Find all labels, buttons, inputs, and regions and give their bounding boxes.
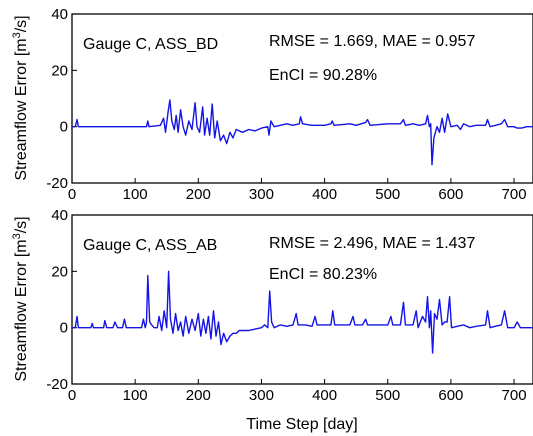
x-tick-label: 700 xyxy=(502,387,527,404)
x-tick-label: 300 xyxy=(249,186,274,203)
x-tick-label: 0 xyxy=(68,186,76,203)
metrics-label: RMSE = 1.669, MAE = 0.957 xyxy=(269,33,475,50)
gauge-label: Gauge C, ASS_BD xyxy=(83,36,218,53)
x-tick-label: 600 xyxy=(438,186,463,203)
encl-label: EnCI = 80.23% xyxy=(269,266,377,283)
series-line xyxy=(72,99,533,166)
x-tick-label: 200 xyxy=(186,387,211,404)
y-axis-label-top: Streamflow Error [m3/s] xyxy=(11,15,30,180)
y-tick-label: 20 xyxy=(51,263,68,280)
x-tick-label: 500 xyxy=(375,387,400,404)
x-tick-label: 100 xyxy=(123,186,148,203)
x-tick-label: 400 xyxy=(312,387,337,404)
x-tick-label: 500 xyxy=(375,186,400,203)
panel-top: Gauge C, ASS_BD RMSE = 1.669, MAE = 0.95… xyxy=(46,6,533,203)
encl-label: EnCI = 90.28% xyxy=(269,67,377,84)
x-tick-label: 600 xyxy=(438,387,463,404)
x-tick-label: 100 xyxy=(123,387,148,404)
x-tick-label: 300 xyxy=(249,387,274,404)
y-tick-label: 20 xyxy=(51,62,68,79)
panel-bottom: Gauge C, ASS_AB RMSE = 2.496, MAE = 1.43… xyxy=(46,207,533,404)
x-axis-label: Time Step [day] xyxy=(246,416,357,433)
metrics-label: RMSE = 2.496, MAE = 1.437 xyxy=(269,235,475,252)
x-tick-label: 400 xyxy=(312,186,337,203)
plot-frame xyxy=(71,13,533,184)
x-tick-label: 200 xyxy=(186,186,211,203)
series-line xyxy=(72,270,533,354)
gauge-label: Gauge C, ASS_AB xyxy=(83,237,217,254)
y-tick-label: -20 xyxy=(46,376,68,393)
x-tick-label: 0 xyxy=(68,387,76,404)
x-tick-label: 700 xyxy=(502,186,527,203)
y-tick-label: 0 xyxy=(60,119,68,136)
y-tick-label: 0 xyxy=(60,320,68,337)
plot-frame xyxy=(71,214,533,385)
y-axis-label-bottom: Streamflow Error [m3/s] xyxy=(11,216,30,381)
y-tick-label: 40 xyxy=(51,207,68,224)
y-tick-label: -20 xyxy=(46,175,68,192)
y-tick-label: 40 xyxy=(51,6,68,23)
